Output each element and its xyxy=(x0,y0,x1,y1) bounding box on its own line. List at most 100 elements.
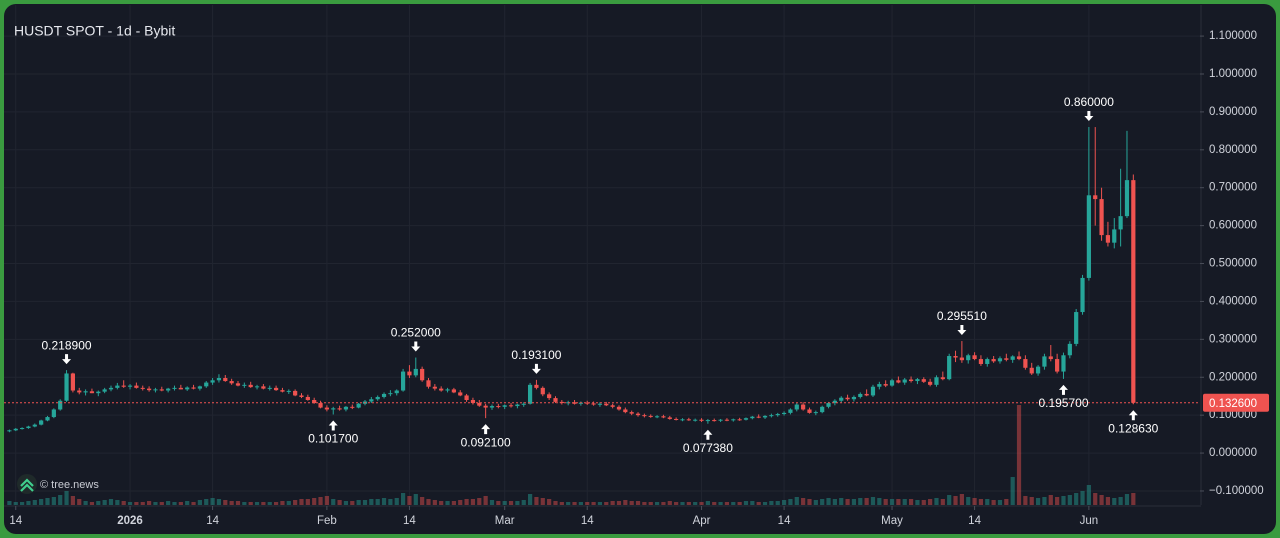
volume-bar xyxy=(413,494,418,505)
volume-bar xyxy=(1042,497,1047,505)
volume-bar xyxy=(1124,494,1130,505)
candle-body xyxy=(121,385,126,387)
y-tick-label: 0.000000 xyxy=(1209,447,1257,459)
candle-body xyxy=(991,359,996,362)
candle-body xyxy=(254,386,260,388)
candle-body xyxy=(731,419,736,421)
candle-body xyxy=(1093,195,1098,200)
y-tick-label: 0.700000 xyxy=(1209,182,1257,194)
y-tick-label: 0.100000 xyxy=(1209,409,1257,421)
volume-bar xyxy=(781,500,787,505)
candle-body xyxy=(432,386,437,389)
candle-body xyxy=(185,387,190,390)
volume-bar xyxy=(1061,496,1066,505)
volume-bar xyxy=(953,496,958,505)
candle-body xyxy=(299,395,304,397)
volume-bar xyxy=(940,499,945,505)
candle-body xyxy=(902,379,907,383)
volume-bar xyxy=(407,496,412,505)
candle-body xyxy=(635,413,641,416)
volume-bar xyxy=(826,498,831,505)
volume-bar xyxy=(508,501,514,505)
volume-bar xyxy=(813,500,818,505)
candle-body xyxy=(540,387,545,395)
candle-body xyxy=(337,408,342,410)
volume-bar xyxy=(712,502,717,505)
volume-bar xyxy=(591,502,596,505)
candle-body xyxy=(1118,216,1123,230)
candle-body xyxy=(985,359,990,364)
volume-bar xyxy=(470,499,476,505)
candle-body xyxy=(515,404,520,407)
volume-bar xyxy=(70,496,75,505)
volume-bar xyxy=(578,502,583,505)
volume-bar xyxy=(978,499,984,505)
marker-label: 0.860000 xyxy=(1064,95,1114,109)
volume-bar xyxy=(267,502,272,505)
marker-label: 0.252000 xyxy=(391,326,441,340)
volume-bar xyxy=(223,500,228,505)
candle-body xyxy=(159,389,164,391)
volume-bar xyxy=(1067,495,1072,505)
x-tick-label: 14 xyxy=(206,515,219,527)
volume-bar xyxy=(947,495,952,505)
candle-body xyxy=(845,397,850,400)
candle-body xyxy=(1023,359,1028,368)
candle-body xyxy=(58,400,63,410)
last-price-label: 0.132600 xyxy=(1209,398,1257,410)
volume-bar xyxy=(45,498,50,505)
volume-bar xyxy=(102,500,107,505)
x-tick-label: 14 xyxy=(581,515,594,527)
candle-body xyxy=(788,409,793,413)
volume-bar xyxy=(134,502,139,505)
candle-body xyxy=(750,416,755,419)
candle-body xyxy=(496,406,501,408)
volume-bar xyxy=(547,499,552,505)
candle-body xyxy=(369,399,374,402)
volume-bar xyxy=(235,501,241,505)
marker-label: 0.128630 xyxy=(1108,421,1158,435)
volume-bar xyxy=(959,494,964,505)
candle-body xyxy=(134,385,139,388)
candle-body xyxy=(445,389,450,391)
volume-bar xyxy=(420,497,425,505)
volume-bar xyxy=(204,499,209,505)
candle-body xyxy=(1029,367,1034,374)
y-tick-label: 1.100000 xyxy=(1209,30,1257,42)
volume-bar xyxy=(140,502,145,505)
volume-bar xyxy=(1004,499,1009,505)
candle-body xyxy=(115,385,120,388)
candle-body xyxy=(648,415,653,417)
volume-bar xyxy=(864,498,869,505)
candle-body xyxy=(229,381,234,384)
candle-body xyxy=(547,394,552,399)
candle-body xyxy=(502,405,507,407)
y-tick-label: 0.900000 xyxy=(1209,106,1257,118)
candle-body xyxy=(153,389,158,391)
marker-label: 0.077380 xyxy=(683,441,733,455)
volume-bar xyxy=(559,502,564,505)
candle-body xyxy=(19,428,25,430)
volume-bar xyxy=(337,500,342,505)
volume-bar xyxy=(991,500,996,505)
volume-bar xyxy=(667,501,672,505)
candle-body xyxy=(762,415,768,418)
volume-bar xyxy=(89,502,95,505)
volume-bar xyxy=(502,501,507,505)
candle-body xyxy=(464,395,469,400)
candle-body xyxy=(642,415,647,417)
volume-bar xyxy=(1055,497,1060,505)
marker-label: 0.218900 xyxy=(42,338,92,352)
candle-body xyxy=(953,356,958,358)
volume-bar xyxy=(750,501,755,505)
volume-bar xyxy=(159,502,164,505)
volume-bar xyxy=(153,502,158,505)
volume-bar xyxy=(832,499,837,505)
extreme-marker: 0.077380 xyxy=(683,429,733,455)
volume-bar xyxy=(299,499,304,505)
volume-bar xyxy=(305,499,310,505)
volume-bar xyxy=(597,502,603,505)
volume-bar xyxy=(769,501,774,505)
extreme-marker: 0.860000 xyxy=(1064,95,1114,122)
candle-body xyxy=(293,390,298,396)
